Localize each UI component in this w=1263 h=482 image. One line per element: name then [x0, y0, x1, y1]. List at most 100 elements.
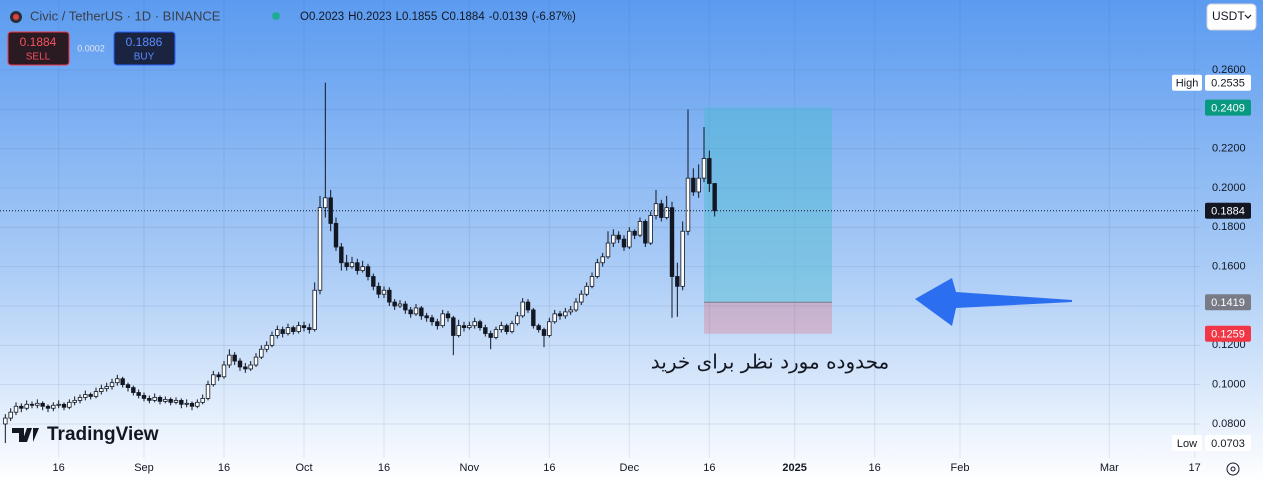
candle-body: [200, 398, 205, 403]
h-label: H: [348, 11, 356, 23]
candle-body: [19, 405, 24, 409]
candle-body: [275, 329, 280, 336]
y-tick-label: 0.2600: [1212, 64, 1246, 76]
x-tick-label: 16: [543, 462, 555, 474]
price-badge-text: 0.0703: [1211, 438, 1245, 450]
candle-body: [291, 327, 296, 332]
price-badge-label-box: [1172, 74, 1202, 91]
candle-body: [24, 403, 29, 409]
candle-body: [504, 325, 509, 332]
candle-body: [707, 158, 712, 184]
buy-button[interactable]: [113, 31, 176, 66]
candle-body: [131, 387, 136, 393]
x-tick-label: Dec: [620, 462, 640, 474]
chart-title: Civic / TetherUS · 1D · BINANCE: [30, 8, 221, 23]
candle-body: [552, 313, 557, 323]
candle-body: [589, 276, 595, 287]
candle-body: [403, 303, 408, 311]
x-tick-label: Nov: [460, 462, 480, 474]
sell-button[interactable]: [7, 31, 70, 66]
candle-body: [531, 309, 536, 327]
profit-zone: [704, 107, 832, 303]
price-badge-text: 0.1419: [1211, 297, 1245, 309]
candle-body: [456, 325, 461, 336]
candle-body: [483, 327, 488, 334]
symbol-icon-dot: [13, 14, 19, 20]
candle-body: [547, 321, 552, 336]
candle-body: [211, 374, 216, 386]
candle-body: [3, 417, 8, 425]
candle-body: [216, 374, 221, 378]
candle-body: [429, 317, 435, 323]
candle-body: [493, 329, 499, 338]
candle-body: [680, 230, 685, 287]
candle-body: [333, 222, 339, 248]
candle-body: [323, 197, 328, 209]
candle-body: [13, 405, 19, 413]
candle-body: [515, 315, 520, 325]
candle-body: [355, 262, 360, 271]
x-tick-label: Sep: [134, 462, 154, 474]
candle-body: [371, 276, 376, 287]
candle-body: [509, 323, 515, 332]
x-tick-label: 16: [218, 462, 230, 474]
candle-body: [387, 289, 392, 303]
candle-body: [381, 289, 387, 295]
gear-inner: [1230, 466, 1236, 472]
price-badge-text: 0.2535: [1211, 78, 1245, 90]
candle-body: [349, 262, 355, 268]
candle-body: [61, 403, 67, 408]
candle-body: [77, 397, 83, 401]
o-value: 0.2023: [309, 11, 344, 23]
candle-body: [477, 321, 483, 329]
candle-body: [243, 366, 248, 370]
candle-body: [221, 364, 227, 378]
y-tick-label: 0.2200: [1212, 143, 1246, 155]
candle-body: [600, 256, 605, 264]
candle-body: [141, 395, 147, 399]
candle-body: [360, 266, 365, 271]
price-badge: [1205, 202, 1251, 219]
candle-body: [67, 401, 72, 408]
candle-body: [499, 325, 504, 330]
candle-body: [339, 246, 344, 264]
y-tick-label: 0.1600: [1212, 261, 1246, 273]
candle-body: [691, 177, 696, 193]
x-tick-label: 17: [1189, 462, 1201, 474]
candle-body: [472, 321, 477, 327]
candle-body: [675, 276, 680, 287]
candle-body: [419, 307, 424, 317]
y-tick-label: 0.2000: [1212, 182, 1246, 194]
candle-body: [232, 354, 237, 362]
candle-body: [93, 391, 99, 397]
h-value: 0.2023: [356, 11, 391, 23]
currency-button[interactable]: [1206, 3, 1257, 31]
candle-body: [285, 327, 291, 334]
x-tick-label: Mar: [1100, 462, 1119, 474]
price-badge-label: Low: [1177, 438, 1197, 450]
candle-body: [88, 394, 93, 397]
candle-body: [643, 221, 648, 244]
candle-body: [712, 183, 717, 212]
candle-body: [621, 238, 627, 248]
candle-body: [573, 301, 579, 311]
x-tick-label: 16: [378, 462, 390, 474]
price-badge: [1205, 74, 1251, 91]
price-badge-text: 0.1884: [1211, 206, 1245, 218]
candle-body: [701, 158, 707, 179]
candle-body: [317, 207, 323, 291]
candle-body: [605, 242, 611, 258]
candle-body: [627, 230, 632, 248]
candle-body: [648, 215, 653, 244]
candle-body: [440, 313, 445, 327]
candle-body: [152, 397, 157, 401]
candle-body: [259, 348, 264, 358]
spread: 0.0002: [77, 43, 105, 53]
candle-body: [520, 301, 525, 317]
price-badge-label: High: [1176, 78, 1199, 90]
price-badge: [1205, 294, 1251, 311]
settings-icon[interactable]: [1226, 462, 1240, 476]
price-badge-text: 0.1259: [1211, 329, 1245, 341]
ohlc-legend: O0.2023 H0.2023 L0.1855 C0.1884 -0.0139 (-6.8…: [300, 11, 576, 23]
